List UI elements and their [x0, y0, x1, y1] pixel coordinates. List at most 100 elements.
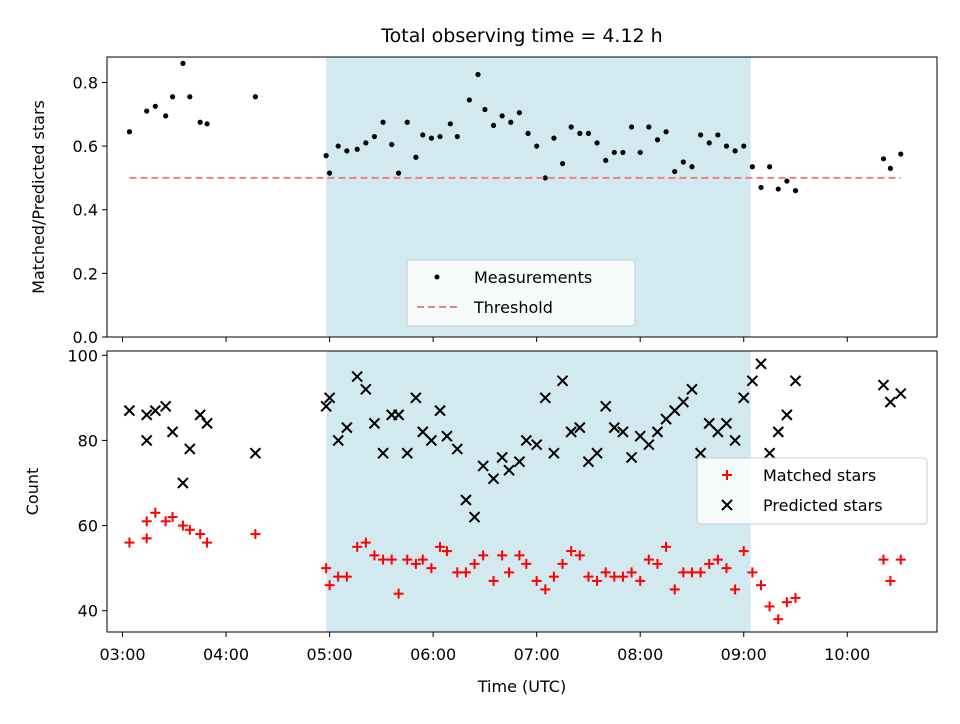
- measurement-point: [697, 132, 704, 138]
- y-tick-label: 60: [78, 517, 98, 536]
- predicted-stars-point: [763, 447, 776, 459]
- matched-stars-point: [514, 550, 525, 561]
- matched-stars-point: [452, 567, 463, 578]
- matched-stars-point: [167, 512, 178, 523]
- measurement-point: [568, 124, 574, 130]
- measurement-point: [880, 156, 887, 162]
- count-marks: [123, 358, 907, 625]
- legend-marker-matched-stars: [722, 470, 732, 480]
- predicted-stars-point: [323, 392, 336, 404]
- count-panel: 40 60 80 100 03:00 04:00 05:00 06:00 07:00 08:00…: [23, 346, 938, 696]
- predicted-stars-point: [496, 451, 508, 464]
- predicted-stars-point: [738, 392, 750, 404]
- predicted-stars-point: [140, 434, 153, 447]
- ratio-x-ticks: [122, 337, 848, 342]
- measurement-point: [499, 113, 505, 119]
- predicted-stars-point: [539, 392, 552, 404]
- matched-stars-point: [652, 558, 663, 569]
- measurement-point: [680, 159, 686, 165]
- matched-stars-point: [583, 571, 594, 582]
- predicted-stars-point: [341, 421, 353, 434]
- measurement-point: [559, 160, 566, 167]
- predicted-stars-point: [746, 375, 759, 387]
- predicted-stars-point: [460, 494, 472, 506]
- matched-stars-point: [878, 554, 889, 565]
- predicted-stars-point: [617, 426, 629, 438]
- measurement-point: [715, 132, 721, 138]
- predicted-stars-point: [360, 383, 372, 396]
- predicted-stars-point: [686, 383, 698, 396]
- predicted-stars-point: [332, 434, 344, 447]
- predicted-stars-point: [425, 434, 438, 447]
- measurement-point: [389, 141, 395, 148]
- measurement-point: [672, 168, 678, 175]
- matched-stars-point: [557, 558, 568, 569]
- predicted-stars-point: [565, 426, 577, 438]
- ratio-legend: Measurements Threshold: [406, 259, 636, 327]
- measurement-point: [396, 170, 402, 176]
- measurement-point: [534, 143, 540, 149]
- measurement-point: [542, 175, 548, 181]
- matched-stars-point: [566, 546, 577, 557]
- predicted-stars-point: [451, 443, 463, 455]
- legend-label-threshold: Threshold: [473, 298, 553, 317]
- matched-stars-point: [184, 524, 195, 535]
- predicted-stars-point: [401, 447, 413, 459]
- matched-stars-point: [141, 516, 152, 527]
- matched-stars-point: [497, 550, 508, 561]
- matched-stars-point: [755, 580, 766, 591]
- matched-stars-point: [592, 575, 603, 586]
- measurement-point: [663, 129, 669, 135]
- y-tick-label: 80: [78, 431, 98, 450]
- measurement-point: [767, 164, 773, 170]
- matched-stars-point: [764, 601, 775, 612]
- predicted-stars-point: [789, 375, 802, 387]
- predicted-stars-point: [249, 447, 262, 459]
- matched-stars-point: [738, 546, 749, 557]
- measurement-point: [447, 121, 453, 127]
- matched-stars-point: [321, 563, 332, 574]
- predicted-stars-point: [513, 455, 526, 468]
- measurement-point: [204, 121, 210, 127]
- x-tick-label: 05:00: [307, 645, 353, 664]
- predicted-stars-point: [159, 400, 172, 413]
- measurement-point: [758, 184, 764, 191]
- measurement-point: [437, 133, 443, 140]
- predicted-stars-point: [634, 430, 646, 442]
- matched-stars-point: [333, 571, 344, 582]
- measurement-point: [723, 143, 730, 149]
- predicted-stars-point: [651, 426, 664, 438]
- x-tick-label: 09:00: [721, 645, 767, 664]
- measurement-point: [887, 165, 894, 171]
- measurement-point: [428, 135, 435, 141]
- matched-stars-point: [669, 584, 680, 595]
- matched-stars-point: [730, 584, 741, 595]
- legend-marker-predicted-stars: [721, 499, 733, 511]
- matched-stars-point: [402, 554, 413, 565]
- matched-stars-point: [177, 520, 188, 531]
- chart-title: Total observing time = 4.12 h: [380, 25, 662, 47]
- predicted-stars-point: [677, 396, 690, 408]
- measurement-point: [326, 170, 333, 176]
- predicted-stars-point: [487, 473, 500, 485]
- measurement-point: [551, 135, 557, 141]
- measurement-point: [144, 108, 150, 114]
- ratio-marks: [126, 60, 904, 194]
- matched-stars-point: [478, 550, 489, 561]
- predicted-stars-point: [772, 426, 784, 438]
- measurement-point: [594, 140, 600, 146]
- predicted-stars-point: [184, 443, 196, 455]
- measurement-point: [654, 137, 661, 143]
- measurement-point: [335, 143, 341, 149]
- matched-stars-point: [369, 550, 380, 561]
- measurement-point: [898, 151, 904, 157]
- predicted-stars-point: [608, 421, 621, 434]
- matched-stars-point: [195, 529, 206, 540]
- x-tick-label: 03:00: [99, 645, 145, 664]
- measurement-point: [187, 94, 193, 100]
- matched-stars-point: [410, 558, 421, 569]
- predicted-stars-point: [503, 464, 515, 476]
- predicted-stars-point: [729, 434, 741, 447]
- matched-stars-point: [386, 554, 397, 565]
- matched-stars-point: [488, 575, 499, 586]
